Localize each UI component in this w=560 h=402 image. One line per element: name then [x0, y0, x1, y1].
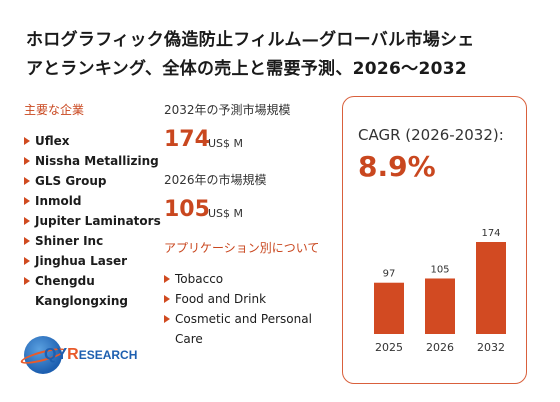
company-item: Inmold [24, 191, 161, 211]
company-name: Jinghua Laser [35, 254, 128, 268]
bar-2026 [425, 278, 455, 334]
bullet-triangle-icon [24, 157, 30, 165]
x-tick-label: 2026 [426, 341, 454, 354]
x-tick-label: 2025 [375, 341, 403, 354]
company-list: Uflex Nissha Metallizing GLS Group Inmol… [24, 131, 161, 311]
bullet-triangle-icon [164, 275, 170, 283]
bullet-triangle-icon [24, 197, 30, 205]
company-name: GLS Group [35, 174, 107, 188]
cagr-label: CAGR (2026-2032): [358, 126, 504, 144]
company-name: Nissha Metallizing [35, 154, 159, 168]
logo-brand-r: R [67, 346, 79, 363]
application-name: Food and Drink [175, 292, 267, 306]
application-name: Tobacco [175, 272, 224, 286]
company-item: Jinghua Laser [24, 251, 161, 271]
logo-brand-rest: ESEARCH [78, 348, 138, 362]
page-title: ホログラフィック偽造防止フィルム—グローバル市場シェ アとランキング、全体の売上… [26, 26, 546, 84]
application-list: Tobacco Food and Drink Cosmetic and Pers… [164, 269, 324, 349]
company-item: Chengdu Kanglongxing [24, 271, 128, 311]
market-2026-value: 105 [164, 197, 210, 222]
bar-value-label: 97 [383, 269, 396, 280]
companies-label: 主要な企業 [24, 103, 85, 117]
title-line-2: アとランキング、全体の売上と需要予測、2026〜2032 [26, 59, 467, 79]
bullet-triangle-icon [24, 177, 30, 185]
company-item: Shiner Inc [24, 231, 161, 251]
bar-2032 [476, 242, 506, 334]
application-item: Cosmetic and Personal Care [164, 309, 324, 349]
cagr-value: 8.9% [358, 150, 436, 183]
application-item: Tobacco [164, 269, 324, 289]
bar-2025 [374, 282, 404, 334]
forecast-2032-unit: US$ M [208, 137, 244, 150]
bar-value-label: 105 [430, 264, 449, 275]
bullet-triangle-icon [24, 137, 30, 145]
forecast-2032-value: 174 [164, 127, 210, 152]
x-tick-label: 2032 [477, 341, 505, 354]
qyresearch-logo: QYRESEARCH [19, 336, 144, 376]
company-name: Jupiter Laminators [35, 214, 161, 228]
market-2026-unit: US$ M [208, 207, 244, 220]
application-item: Food and Drink [164, 289, 324, 309]
company-item: Nissha Metallizing [24, 151, 161, 171]
company-name: Uflex [35, 134, 70, 148]
title-line-1: ホログラフィック偽造防止フィルム—グローバル市場シェ [26, 30, 475, 50]
company-item: Jupiter Laminators [24, 211, 161, 231]
bullet-triangle-icon [164, 315, 170, 323]
bullet-triangle-icon [24, 237, 30, 245]
market-size-bar-chart: 97 2025 105 2026 174 2032 [374, 228, 506, 354]
logo-text: QYRESEARCH [44, 346, 137, 364]
market-2026-label: 2026年の市場規模 [164, 173, 267, 187]
applications-label: アプリケーション別について [164, 241, 320, 255]
company-name: Chengdu Kanglongxing [35, 274, 129, 308]
bullet-triangle-icon [24, 277, 30, 285]
cagr-panel [342, 96, 527, 384]
bullet-triangle-icon [24, 217, 30, 225]
company-name: Shiner Inc [35, 234, 104, 248]
bullet-triangle-icon [24, 257, 30, 265]
company-name: Inmold [35, 194, 82, 208]
company-item: GLS Group [24, 171, 161, 191]
bar-value-label: 174 [481, 228, 500, 239]
application-name: Cosmetic and Personal Care [175, 312, 312, 346]
forecast-2032-label: 2032年の予測市場規模 [164, 103, 291, 117]
company-item: Uflex [24, 131, 161, 151]
bullet-triangle-icon [164, 295, 170, 303]
logo-brand-main: QY [44, 346, 68, 363]
globe-icon [24, 336, 62, 374]
